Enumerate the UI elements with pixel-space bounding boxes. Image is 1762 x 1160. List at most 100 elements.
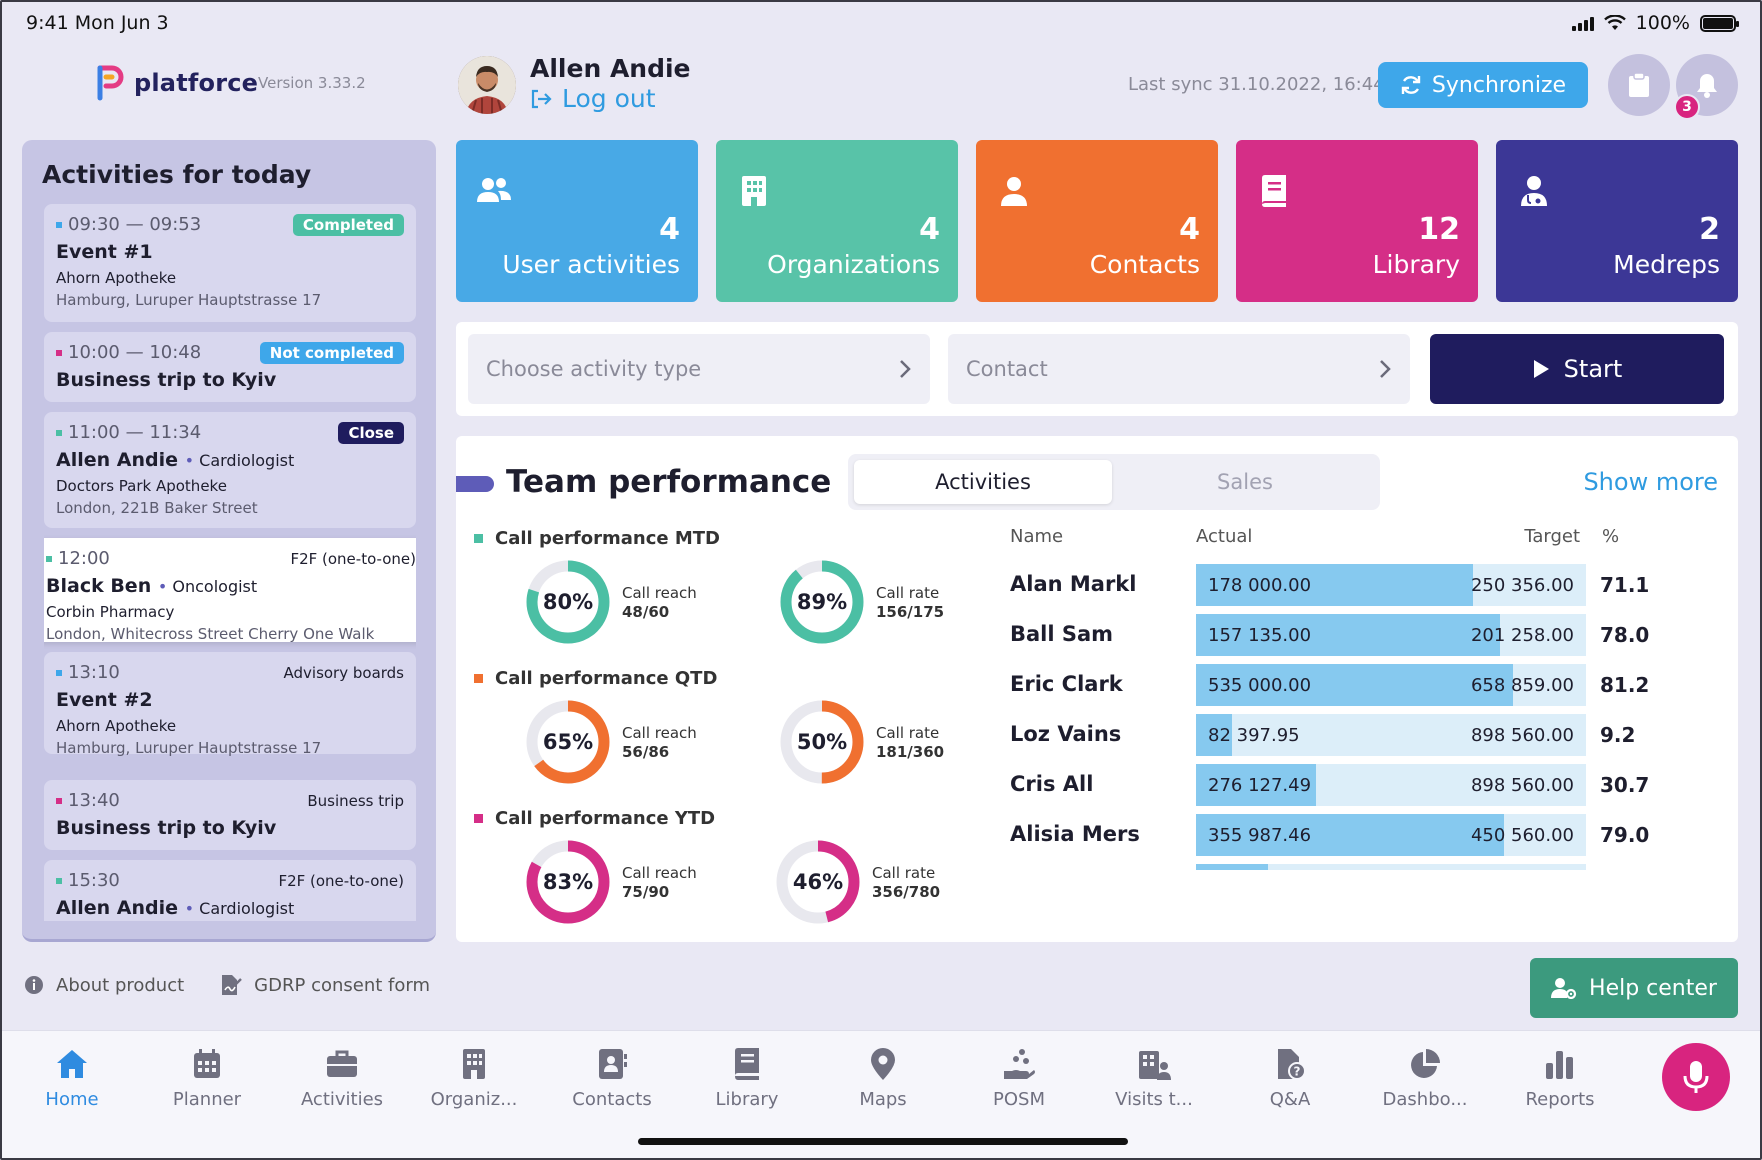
donut-arc bbox=[526, 560, 610, 644]
help-center-label: Help center bbox=[1589, 975, 1717, 1001]
tile-library[interactable]: 12 Library bbox=[1236, 140, 1478, 302]
activity-time-text: 15:30 bbox=[68, 870, 120, 891]
activity-dot bbox=[56, 877, 62, 884]
activity-card[interactable]: 13:40 Business trip Business trip to Kyi… bbox=[44, 780, 416, 850]
tab-home[interactable]: Home bbox=[12, 1047, 132, 1110]
row-actual: 178 000.00 bbox=[1208, 575, 1312, 596]
activities-list[interactable]: 09:30 — 09:53 Completed Event #1 Ahorn A… bbox=[44, 204, 416, 921]
table-row[interactable]: Ball Sam 157 135.00 201 258.00 78.0 bbox=[456, 612, 1738, 660]
activity-card-selected[interactable]: 12:00 F2F (one-to-one) Black Ben • Oncol… bbox=[44, 538, 416, 643]
table-row[interactable]: Loz Vains 82 397.95 898 560.00 9.2 bbox=[456, 712, 1738, 760]
logout-link[interactable]: Log out bbox=[530, 84, 656, 113]
activity-time-text: 10:00 — 10:48 bbox=[68, 342, 202, 363]
activity-type-select[interactable]: Choose activity type bbox=[468, 334, 930, 404]
table-row[interactable]: Eric Clark 535 000.00 658 859.00 81.2 bbox=[456, 662, 1738, 710]
help-center-button[interactable]: Help center bbox=[1530, 958, 1738, 1018]
activities-title: Activities for today bbox=[42, 160, 312, 189]
row-actual: 355 987.46 bbox=[1208, 825, 1312, 846]
tab-library[interactable]: Library bbox=[687, 1047, 807, 1110]
calendar-icon bbox=[194, 1049, 220, 1078]
start-button[interactable]: Start bbox=[1430, 334, 1724, 404]
gdpr-consent-link[interactable]: GDRP consent form bbox=[220, 974, 430, 996]
activity-dot bbox=[56, 797, 62, 804]
tab-reports[interactable]: Reports bbox=[1500, 1047, 1620, 1110]
tab-label: Activities bbox=[300, 1089, 384, 1110]
donut-label: Call reach 56/86 bbox=[622, 724, 697, 762]
notifications-button[interactable] bbox=[1676, 54, 1738, 116]
donut-value-text: 181/360 bbox=[876, 743, 945, 761]
synchronize-button[interactable]: Synchronize bbox=[1378, 62, 1588, 108]
show-more-link[interactable]: Show more bbox=[1583, 468, 1718, 496]
tab-activities[interactable]: Activities bbox=[282, 1047, 402, 1110]
progress-fill bbox=[1196, 564, 1474, 606]
close-button[interactable]: Close bbox=[338, 422, 404, 444]
status-bar: 9:41 Mon Jun 3 100% bbox=[26, 10, 1739, 36]
clipboard-button[interactable] bbox=[1608, 54, 1670, 116]
tile-organizations[interactable]: 4 Organizations bbox=[716, 140, 958, 302]
activity-time: 12:00 bbox=[46, 548, 416, 569]
status-left: 9:41 Mon Jun 3 bbox=[26, 12, 169, 34]
signal-icon bbox=[1571, 15, 1594, 31]
tab-activities[interactable]: Activities bbox=[854, 460, 1112, 504]
activity-type-placeholder: Choose activity type bbox=[486, 357, 702, 381]
tab-posm[interactable]: POSM bbox=[959, 1047, 1079, 1110]
activity-name: Business trip to Kyiv bbox=[56, 369, 277, 391]
activity-card[interactable]: 15:30 F2F (one-to-one) Allen Andie • Car… bbox=[44, 860, 416, 921]
table-row[interactable]: Cris All 276 127.49 898 560.00 30.7 bbox=[456, 762, 1738, 810]
donut-percent: 46% bbox=[792, 870, 844, 894]
voice-assistant-button[interactable] bbox=[1662, 1043, 1730, 1111]
tab-label: Reports bbox=[1525, 1089, 1595, 1110]
tab-qa[interactable]: ? Q&A bbox=[1230, 1047, 1350, 1110]
table-row[interactable]: Alan Markl 178 000.00 250 356.00 71.1 bbox=[456, 562, 1738, 610]
activity-address: Hamburg, Luruper Hauptstrasse 17 bbox=[56, 739, 322, 757]
contact-card-icon bbox=[599, 1049, 627, 1079]
tab-organizations[interactable]: Organiz... bbox=[414, 1047, 534, 1110]
progress-fill bbox=[1196, 714, 1232, 756]
activity-card[interactable]: 13:10 Advisory boards Event #2 Ahorn Apo… bbox=[44, 652, 416, 757]
activity-time: 13:10 bbox=[56, 662, 404, 683]
tile-count: 4 bbox=[1179, 212, 1200, 247]
performance-table[interactable]: Alan Markl 178 000.00 250 356.00 71.1 Ball S… bbox=[456, 562, 1738, 870]
tab-contacts[interactable]: Contacts bbox=[552, 1047, 672, 1110]
user-avatar[interactable] bbox=[458, 56, 516, 114]
row-actual: 157 135.00 bbox=[1208, 625, 1312, 646]
progress-fill bbox=[1196, 764, 1316, 806]
user-icon bbox=[1001, 177, 1027, 206]
col-header-name: Name bbox=[1010, 526, 1064, 547]
tab-maps[interactable]: Maps bbox=[823, 1047, 943, 1110]
donut-label: Call rate 356/780 bbox=[872, 864, 940, 902]
tab-visits[interactable]: Visits t... bbox=[1094, 1047, 1214, 1110]
tile-contacts[interactable]: 4 Contacts bbox=[976, 140, 1218, 302]
tab-dashboard[interactable]: Dashbo... bbox=[1365, 1047, 1485, 1110]
about-product-link[interactable]: About product bbox=[24, 974, 184, 996]
row-name: Loz Vains bbox=[1010, 722, 1122, 746]
tile-user-activities[interactable]: 4 User activities bbox=[456, 140, 698, 302]
tab-sales[interactable]: Sales bbox=[1217, 470, 1273, 494]
activity-card[interactable]: 09:30 — 09:53 Completed Event #1 Ahorn A… bbox=[44, 204, 416, 322]
activity-type: Business trip bbox=[307, 792, 404, 810]
activity-card[interactable]: 10:00 — 10:48 Not completed Business tri… bbox=[44, 332, 416, 402]
about-product-label: About product bbox=[56, 974, 185, 996]
contact-select[interactable]: Contact bbox=[948, 334, 1410, 404]
section-title-text: Call performance YTD bbox=[495, 808, 716, 829]
activity-time-text: 12:00 bbox=[58, 548, 110, 569]
donut-value-text: 356/780 bbox=[872, 883, 941, 901]
user-doctor-icon bbox=[1521, 176, 1547, 206]
question-file-icon: ? bbox=[1278, 1049, 1306, 1080]
book-icon bbox=[1262, 175, 1286, 207]
book-icon bbox=[735, 1048, 759, 1080]
battery-icon bbox=[1700, 14, 1739, 32]
table-row[interactable]: Alisia Mers 355 987.46 450 560.00 79.0 bbox=[456, 812, 1738, 860]
progress-fill bbox=[1196, 814, 1505, 856]
status-right: 100% bbox=[1571, 12, 1739, 34]
activity-card[interactable]: 11:00 — 11:34 Close Allen Andie • Cardio… bbox=[44, 412, 416, 528]
activity-time-text: 13:10 bbox=[68, 662, 120, 683]
tile-medreps[interactable]: 2 Medreps bbox=[1496, 140, 1738, 302]
tab-planner[interactable]: Planner bbox=[147, 1047, 267, 1110]
contact-specialty: • Cardiologist bbox=[184, 899, 295, 918]
progress-bar: 535 000.00 658 859.00 bbox=[1196, 664, 1586, 706]
row-percent: 71.1 bbox=[1600, 573, 1650, 597]
row-percent: 30.7 bbox=[1600, 773, 1650, 797]
avatar-photo bbox=[458, 56, 516, 114]
